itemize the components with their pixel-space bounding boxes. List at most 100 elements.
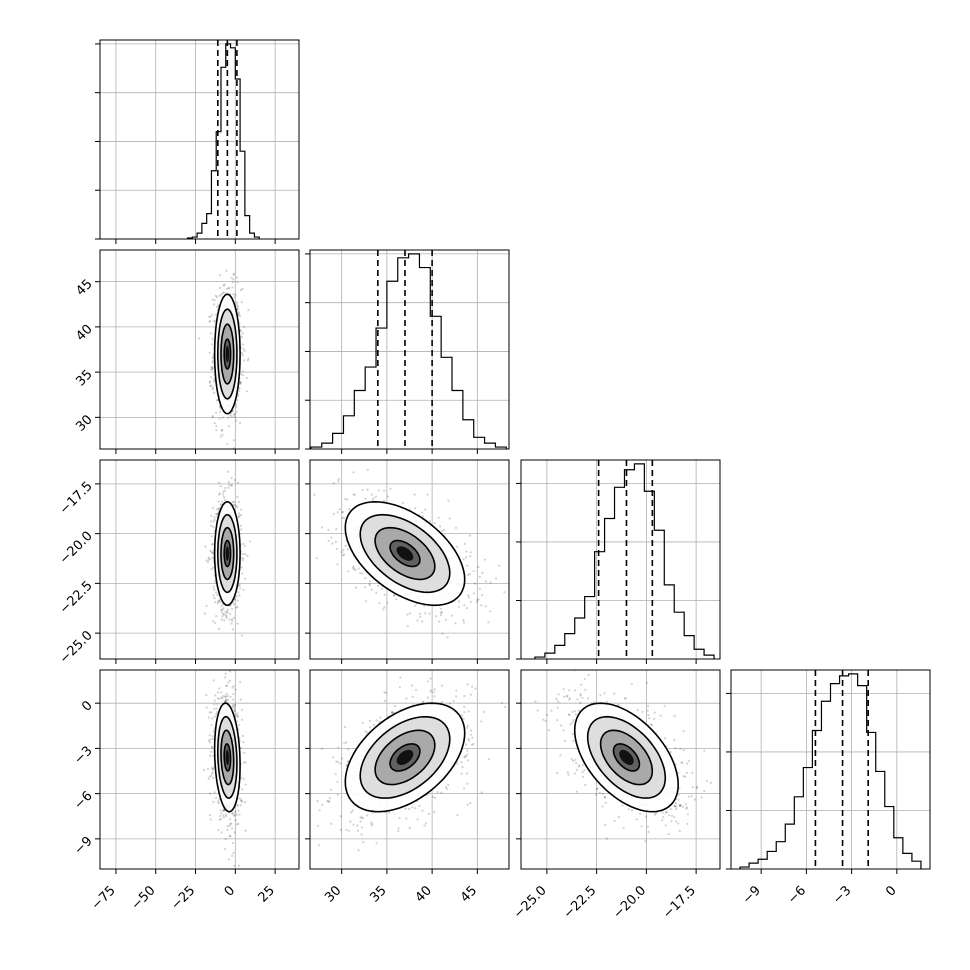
scatter-point: [215, 713, 218, 716]
scatter-point: [494, 577, 498, 580]
scatter-point: [369, 580, 372, 583]
scatter-point: [241, 572, 244, 575]
scatter-point: [421, 620, 424, 623]
scatter-point: [227, 486, 230, 489]
scatter-point: [240, 566, 243, 569]
scatter-point: [349, 820, 352, 823]
scatter-point: [353, 568, 356, 571]
scatter-point: [455, 689, 458, 692]
scatter-point: [663, 705, 666, 708]
scatter-point: [224, 698, 227, 702]
scatter-point: [228, 670, 232, 673]
scatter-point: [213, 699, 216, 702]
scatter-point: [406, 625, 409, 628]
scatter-point: [241, 354, 244, 357]
scatter-point: [452, 700, 455, 703]
scatter-point: [210, 535, 213, 538]
scatter-point: [232, 685, 235, 688]
y-tick-label: −9: [71, 834, 95, 858]
scatter-point: [233, 479, 237, 482]
scatter-point: [211, 768, 214, 771]
scatter-point: [670, 814, 674, 817]
scatter-point: [428, 520, 431, 523]
scatter-point: [237, 809, 240, 812]
scatter-point: [425, 822, 428, 825]
scatter-point: [211, 357, 214, 360]
scatter-point: [231, 827, 234, 830]
scatter-point: [222, 809, 225, 813]
scatter-point: [213, 299, 216, 302]
y-tick-label: −6: [71, 789, 95, 813]
scatter-point: [214, 411, 218, 414]
scatter-point: [237, 822, 240, 825]
scatter-point: [242, 325, 245, 328]
scatter-point: [231, 812, 234, 815]
scatter-point: [215, 491, 217, 493]
scatter-point: [218, 417, 221, 420]
scatter-point: [647, 714, 650, 717]
scatter-point: [243, 544, 246, 548]
y-tick-label: 30: [73, 412, 95, 434]
scatter-point: [337, 480, 340, 483]
scatter-point: [230, 484, 233, 487]
scatter-point: [219, 274, 222, 277]
scatter-point: [219, 601, 222, 604]
scatter-point: [229, 414, 232, 417]
scatter-point: [477, 565, 480, 569]
scatter-point: [228, 817, 232, 821]
panel-frame: [99, 249, 300, 450]
scatter-point: [225, 692, 228, 696]
scatter-point: [334, 773, 337, 776]
scatter-point: [416, 818, 419, 821]
scatter-point: [421, 809, 424, 812]
scatter-point: [357, 567, 360, 570]
scatter-point: [227, 416, 230, 419]
scatter-point: [217, 829, 220, 832]
scatter-point: [236, 804, 239, 807]
scatter-point: [211, 359, 214, 363]
scatter-point: [408, 612, 411, 615]
scatter-point: [235, 606, 238, 609]
scatter-point: [346, 760, 349, 763]
scatter-point: [352, 823, 355, 826]
scatter-point: [468, 534, 472, 537]
scatter-point: [336, 780, 339, 784]
scatter-point: [242, 542, 245, 545]
scatter-point: [405, 817, 408, 820]
scatter-point: [217, 800, 220, 803]
y-tick-label: −22.5: [57, 578, 96, 617]
scatter-point: [213, 703, 216, 706]
scatter-point: [244, 829, 247, 832]
scatter-point: [653, 711, 656, 714]
scatter-point: [343, 553, 346, 556]
scatter-point: [213, 320, 217, 323]
scatter-point: [222, 694, 225, 698]
scatter-point: [477, 598, 480, 601]
scatter-point: [239, 698, 242, 701]
scatter-point: [436, 791, 439, 794]
scatter-point: [232, 278, 235, 281]
scatter-point: [237, 500, 240, 504]
scatter-point: [214, 294, 217, 297]
scatter-point: [245, 390, 248, 393]
scatter-point: [220, 604, 223, 607]
scatter-point: [370, 588, 373, 591]
scatter-point: [211, 738, 214, 741]
scatter-point: [209, 376, 213, 379]
scatter-point: [342, 548, 345, 552]
scatter-point: [233, 413, 236, 416]
scatter-point: [223, 498, 226, 501]
scatter-point: [224, 611, 227, 614]
histogram-step-line: [310, 253, 507, 449]
scatter-point: [375, 842, 378, 845]
scatter-point: [202, 769, 206, 772]
scatter-point: [213, 422, 217, 425]
scatter-point: [213, 588, 216, 591]
scatter-point: [370, 493, 374, 496]
scatter-point: [371, 823, 374, 826]
scatter-point: [414, 807, 417, 810]
scatter-point: [222, 495, 226, 499]
scatter-panel-2-0: −25.0−22.5−20.0−17.5: [57, 459, 300, 667]
scatter-point: [397, 827, 400, 830]
scatter-point: [467, 710, 470, 713]
